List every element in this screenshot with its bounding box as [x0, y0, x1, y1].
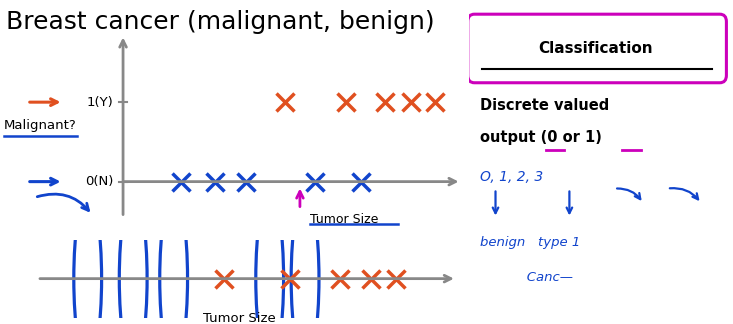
Text: output (0 or 1): output (0 or 1)	[479, 130, 602, 145]
Text: Classification: Classification	[539, 41, 653, 56]
Text: 0(N): 0(N)	[85, 175, 114, 188]
Text: O, 1, 2, 3: O, 1, 2, 3	[479, 170, 543, 184]
Text: Malignant?: Malignant?	[4, 119, 76, 132]
Text: Tumor Size: Tumor Size	[309, 214, 378, 226]
Text: Canc—: Canc—	[479, 272, 572, 284]
Text: Tumor Size: Tumor Size	[203, 312, 276, 324]
Text: Discrete valued: Discrete valued	[479, 98, 609, 113]
Text: Breast cancer (malignant, benign): Breast cancer (malignant, benign)	[6, 10, 434, 34]
Text: 1(Y): 1(Y)	[86, 96, 114, 109]
Text: benign   type 1: benign type 1	[479, 236, 580, 249]
FancyBboxPatch shape	[468, 14, 726, 83]
